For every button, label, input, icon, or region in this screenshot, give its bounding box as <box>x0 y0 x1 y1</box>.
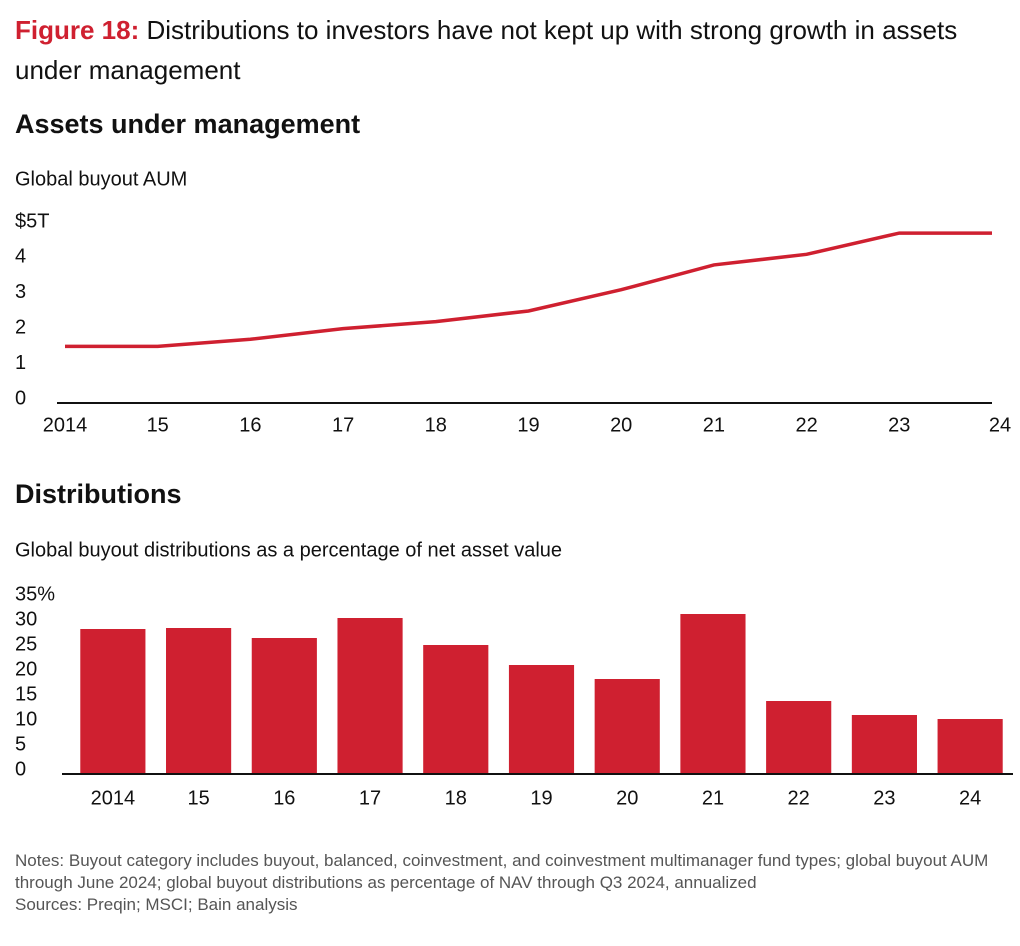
bar <box>423 645 489 774</box>
y-tick-label: 0 <box>15 387 26 409</box>
bar <box>594 679 660 774</box>
x-tick-label: 20 <box>610 414 632 436</box>
notes: Notes: Buyout category includes buyout, … <box>15 851 989 892</box>
x-tick-label: 18 <box>445 787 467 809</box>
y-tick-label: 0 <box>15 758 26 780</box>
y-tick-label: 20 <box>15 658 37 680</box>
chart-title: Distributions <box>15 479 182 509</box>
bar <box>680 614 746 774</box>
bar <box>80 629 146 774</box>
chart-subtitle: Global buyout distributions as a percent… <box>15 539 562 561</box>
y-tick-label: 4 <box>15 246 26 268</box>
chart-subtitle: Global buyout AUM <box>15 168 187 190</box>
x-tick-label: 22 <box>795 414 817 436</box>
x-tick-label: 2014 <box>43 414 88 436</box>
y-tick-label: 25 <box>15 633 37 655</box>
bar <box>937 719 1003 774</box>
y-tick-label: 3 <box>15 281 26 303</box>
x-tick-label: 23 <box>888 414 910 436</box>
x-tick-label: 21 <box>702 787 724 809</box>
x-tick-label: 24 <box>959 787 981 809</box>
bar <box>166 628 232 774</box>
y-tick-label: 10 <box>15 708 37 730</box>
x-tick-label: 17 <box>359 787 381 809</box>
y-tick-label: 1 <box>15 352 26 374</box>
sources: Sources: Preqin; MSCI; Bain analysis <box>15 895 298 914</box>
y-tick-label: 2 <box>15 316 26 338</box>
x-tick-label: 18 <box>425 414 447 436</box>
x-tick-label: 16 <box>273 787 295 809</box>
y-tick-label: $5T <box>15 210 49 232</box>
bar <box>337 618 403 774</box>
footer: Notes: Buyout category includes buyout, … <box>15 850 1015 916</box>
aum-line <box>65 231 992 349</box>
y-tick-label: 5 <box>15 733 26 755</box>
bar <box>508 665 575 774</box>
chart-title: Assets under management <box>15 109 360 139</box>
x-tick-label: 2014 <box>91 787 136 809</box>
bar <box>851 715 917 774</box>
x-tick-label: 22 <box>788 787 810 809</box>
x-tick-label: 21 <box>703 414 725 436</box>
y-tick-label: 15 <box>15 683 37 705</box>
x-tick-label: 20 <box>616 787 638 809</box>
x-tick-label: 23 <box>873 787 895 809</box>
x-tick-label: 19 <box>530 787 552 809</box>
x-tick-label: 24 <box>989 414 1011 436</box>
x-tick-label: 15 <box>187 787 209 809</box>
bar <box>251 638 317 774</box>
bar <box>766 701 832 774</box>
y-tick-label: 30 <box>15 608 37 630</box>
figure-label: Figure 18: <box>15 15 140 45</box>
x-tick-label: 15 <box>147 414 169 436</box>
figure-heading: Figure 18: Distributions to investors ha… <box>15 10 1005 90</box>
x-tick-label: 17 <box>332 414 354 436</box>
x-tick-label: 16 <box>239 414 261 436</box>
x-tick-label: 19 <box>517 414 539 436</box>
y-tick-label: 35% <box>15 583 55 605</box>
figure-title: Distributions to investors have not kept… <box>15 15 958 85</box>
